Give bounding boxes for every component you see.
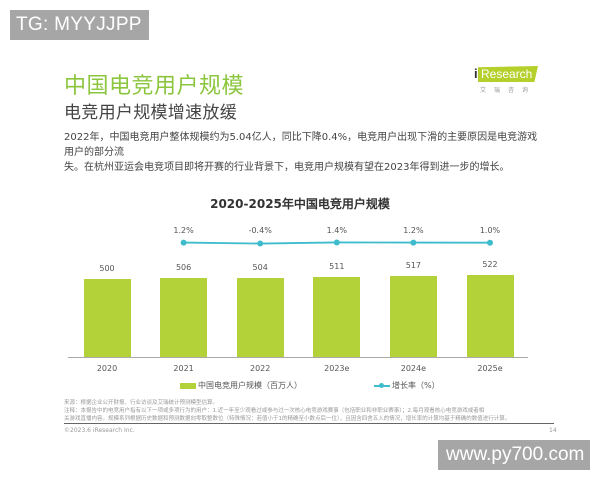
iresearch-logo: i Research 艾瑞咨询 xyxy=(474,66,544,96)
line-marker xyxy=(333,239,340,246)
bar-value-label: 506 xyxy=(175,262,192,272)
logo-badge xyxy=(478,66,538,82)
page-number: 14 xyxy=(549,427,557,434)
bar-2023e xyxy=(313,277,361,357)
x-axis-line xyxy=(68,357,528,358)
line-marker xyxy=(257,240,264,247)
logo-cn: 艾瑞咨询 xyxy=(480,87,537,94)
chart-title: 2020-2025年中国电竞用户规模 xyxy=(210,197,390,211)
logo-i: i xyxy=(474,66,478,81)
line-marker xyxy=(487,239,493,246)
legend-label-users: 中国电竞用户规模（百万人） xyxy=(198,381,302,390)
bar-2022 xyxy=(236,278,284,357)
line-marker xyxy=(180,239,187,246)
legend-item-growth: 增长率（%） xyxy=(374,380,440,391)
bar-2024e xyxy=(389,275,437,357)
x-axis-label: 2022 xyxy=(250,364,271,373)
description: 2022年，中国电竞用户整体规模约为5.04亿人，同比下降0.4%，电竞用户出现… xyxy=(64,130,544,175)
x-axis-label: 2024e xyxy=(400,364,427,373)
copyright: ©2023.6 iResearch Inc. xyxy=(64,427,135,434)
legend-item-users: 中国电竞用户规模（百万人） xyxy=(180,380,302,391)
description-line-2: 失。在杭州亚运会电竞项目即将开赛的行业背景下，电竞用户规模有望在2023年得到进… xyxy=(64,162,510,173)
legend-line-swatch-icon xyxy=(374,382,390,390)
page-title: 中国电竞用户规模 xyxy=(64,74,245,99)
x-axis-label: 2020 xyxy=(96,364,118,373)
watermark-bottom: www.py700.com xyxy=(438,440,590,470)
growth-rate-label: 1.2% xyxy=(403,226,424,235)
note-line-1: 注释：本报告中的电竞用户指有以下一项或多项行为的用户：1.近一年至少观看过或参与… xyxy=(64,408,485,414)
description-line-1: 2022年，中国电竞用户整体规模约为5.04亿人，同比下降0.4%，电竞用户出现… xyxy=(64,132,538,158)
logo-text: Research xyxy=(481,67,533,81)
growth-rate-label: 1.0% xyxy=(479,226,501,235)
growth-rate-label: -0.4% xyxy=(248,226,272,235)
x-axis-label: 2021 xyxy=(173,364,194,373)
bar-2020 xyxy=(83,279,131,357)
watermark-top: TG: MYYJJPP xyxy=(10,10,149,40)
footnotes: 来源：根据企业公开财报、行业访谈及艾瑞统计预测模型估算。 注释：本报告中的电竞用… xyxy=(64,399,554,423)
bar-value-label: 511 xyxy=(329,262,345,271)
bar-value-label: 504 xyxy=(252,263,268,273)
bar-value-label: 517 xyxy=(405,260,422,270)
bar-value-label: 522 xyxy=(482,260,498,269)
x-axis-label: 2023e xyxy=(324,364,350,373)
x-axis-label: 2025e xyxy=(477,364,503,373)
note-line-2: 关游戏直播内容。规模系列根据历史数据和预测数据向零取整数位（特殊情况：若值小于1… xyxy=(64,416,511,422)
legend-bar-swatch-icon xyxy=(180,382,196,389)
line-marker xyxy=(410,239,417,246)
legend-label-growth: 增长率（%） xyxy=(392,381,440,390)
bar-2025e xyxy=(466,275,514,357)
growth-rate-label: 1.4% xyxy=(326,226,347,235)
footer-divider xyxy=(64,423,554,424)
bar-2021 xyxy=(160,277,208,357)
source-note: 来源：根据企业公开财报、行业访谈及艾瑞统计预测模型估算。 xyxy=(64,400,219,406)
bar-value-label: 500 xyxy=(99,264,115,273)
page-subtitle: 电竞用户规模增速放缓 xyxy=(64,103,237,123)
growth-rate-label: 1.2% xyxy=(173,226,194,235)
